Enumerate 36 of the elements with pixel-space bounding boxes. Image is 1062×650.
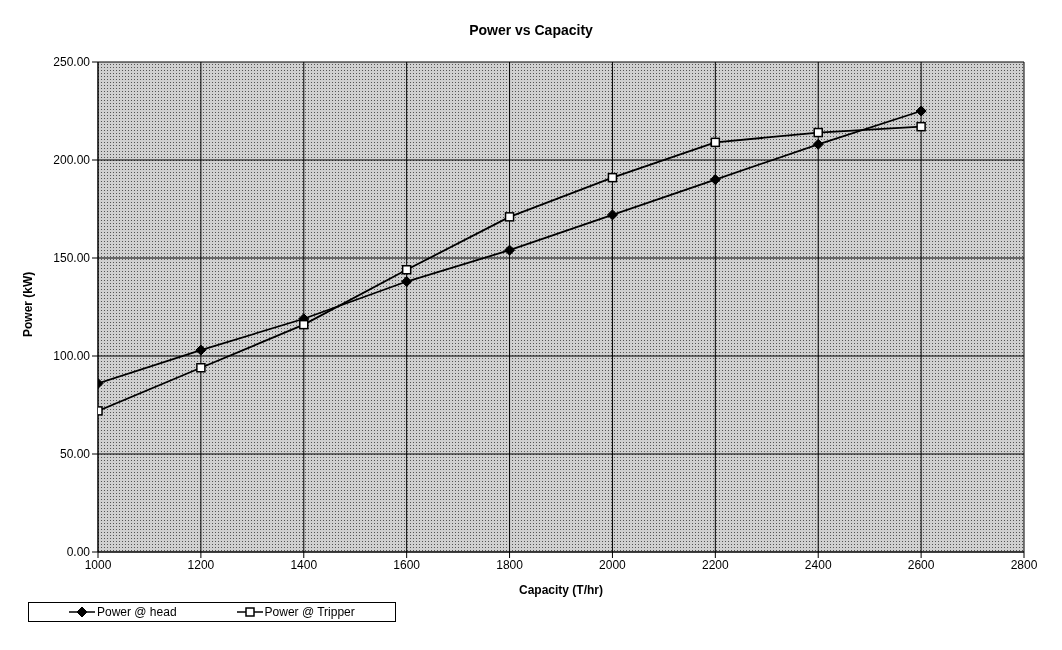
x-tick-label: 1800 (496, 557, 524, 572)
point (401, 276, 413, 288)
y-tick-label: 250.00 (53, 55, 91, 70)
point (504, 244, 516, 256)
point (607, 172, 618, 183)
point (916, 121, 926, 132)
y-tick-label: 100.00 (53, 349, 91, 364)
point (196, 363, 206, 373)
legend-label: Power @ head (96, 605, 177, 619)
y-tick-label: 200.00 (53, 153, 91, 168)
x-tick-label: 2600 (907, 557, 935, 572)
point (299, 319, 309, 330)
point (195, 344, 207, 356)
y-axis-title: Power (kW) (21, 271, 36, 337)
chart-title: Power vs Capacity (468, 22, 594, 38)
y-tick-label: 150.00 (53, 251, 91, 266)
x-tick-label: 1400 (290, 557, 318, 572)
point (709, 174, 721, 186)
legend-label: Power @ Tripper (263, 605, 355, 619)
x-tick-label: 1000 (84, 557, 112, 572)
point (710, 137, 721, 148)
point (401, 265, 412, 275)
point (813, 127, 823, 138)
x-tick-label: 1600 (393, 557, 421, 572)
x-tick-label: 2000 (599, 557, 627, 572)
point (504, 212, 515, 222)
point (812, 138, 824, 150)
y-tick-label: 50.00 (59, 447, 91, 462)
point (915, 105, 927, 117)
x-tick-label: 2200 (701, 557, 729, 572)
x-tick-label: 2800 (1010, 557, 1038, 572)
x-tick-label: 1200 (187, 557, 215, 572)
x-tick-label: 2400 (804, 557, 832, 572)
point (606, 209, 618, 221)
y-tick-label: 0.00 (66, 545, 91, 560)
x-axis-title: Capacity (T/hr) (518, 583, 604, 597)
